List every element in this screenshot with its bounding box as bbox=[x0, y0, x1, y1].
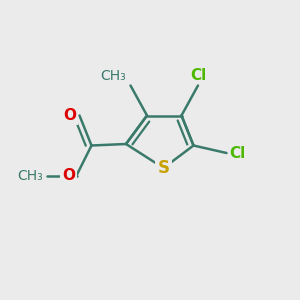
Text: CH₃: CH₃ bbox=[18, 169, 44, 182]
Text: O: O bbox=[64, 108, 76, 123]
Text: Cl: Cl bbox=[190, 68, 206, 82]
Text: Cl: Cl bbox=[230, 146, 246, 160]
Text: O: O bbox=[62, 168, 75, 183]
Text: S: S bbox=[158, 159, 169, 177]
Text: CH₃: CH₃ bbox=[100, 68, 126, 83]
